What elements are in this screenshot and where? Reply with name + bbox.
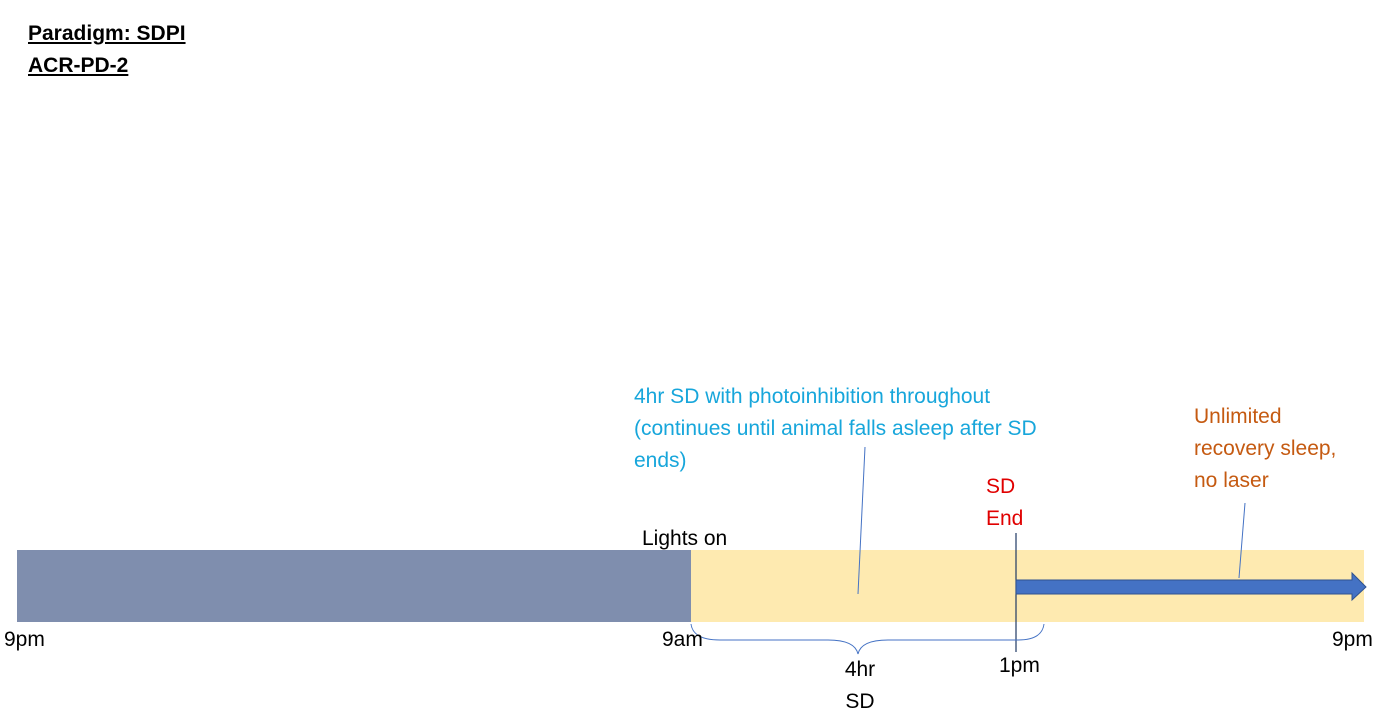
recovery-line1: Unlimited	[1194, 405, 1282, 428]
recovery-line2: recovery sleep,	[1194, 437, 1337, 460]
time-label-lights-on: 9am	[662, 628, 703, 651]
dark-period-bar	[17, 550, 691, 622]
paradigm-title: Paradigm: SDPI	[28, 22, 186, 45]
sd-duration-brace	[690, 623, 1045, 655]
recovery-arrow	[1015, 571, 1367, 602]
sd-description-line2: (continues until animal falls asleep aft…	[634, 417, 1037, 440]
time-label-end: 9pm	[1332, 628, 1373, 651]
brace-label-line2: SD	[845, 690, 875, 713]
lights-on-label: Lights on	[642, 527, 728, 550]
sd-end-label-line2: End	[986, 507, 1024, 530]
sd-description-line1: 4hr SD with photoinhibition throughout	[634, 385, 991, 408]
sd-callout-line	[857, 446, 866, 595]
recovery-line3: no laser	[1194, 469, 1269, 492]
time-label-start: 9pm	[4, 628, 45, 651]
paradigm-subtitle: ACR-PD-2	[28, 54, 129, 77]
brace-label-line1: 4hr	[844, 658, 876, 681]
sd-end-label-line1: SD	[986, 475, 1016, 498]
time-label-sd-end: 1pm	[999, 654, 1040, 677]
sd-description-line3: ends)	[634, 449, 687, 472]
recovery-callout-line	[1238, 502, 1246, 579]
